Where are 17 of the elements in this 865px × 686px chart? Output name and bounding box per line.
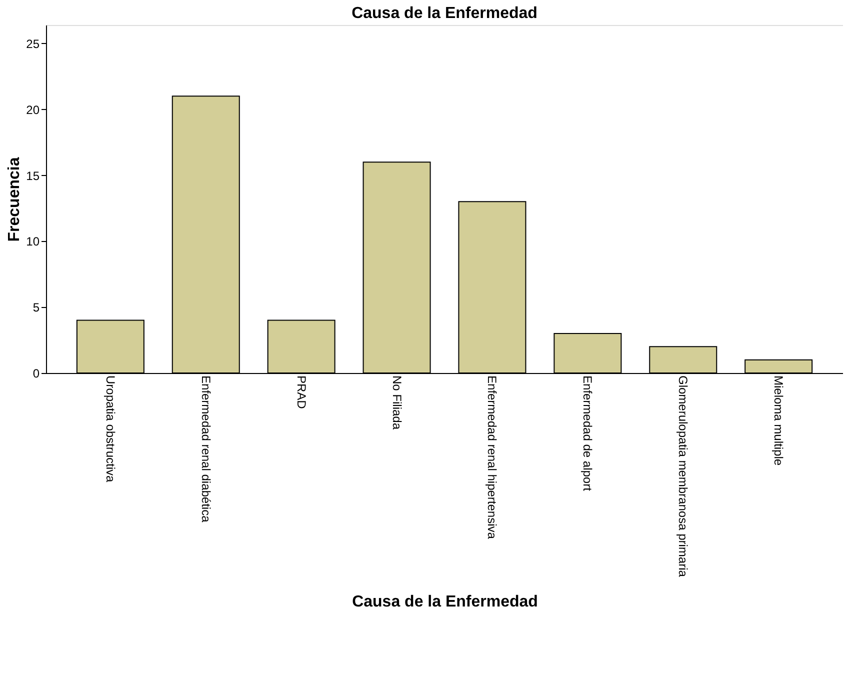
y-tick-label: 10 <box>26 234 40 249</box>
y-tick-label: 0 <box>32 366 40 380</box>
x-axis-title: Causa de la Enfermedad <box>352 594 538 610</box>
x-tick-label: Uropatia obstructiva <box>103 376 118 483</box>
x-tick-label: PRAD <box>294 376 308 410</box>
y-axis-title: Frecuencia <box>6 157 24 242</box>
chart-title: Causa de la Enfermedad <box>352 5 538 22</box>
y-tick-label: 5 <box>32 300 40 315</box>
x-tick-label: Mieloma multiple <box>772 376 786 466</box>
x-tick-label: Glomerulopatia membranosa primaria <box>676 376 690 578</box>
x-tick-label: Enfermedad renal hipertensiva <box>485 376 500 540</box>
y-tick-label: 15 <box>26 168 40 183</box>
x-tick-label: No Filiada <box>390 376 404 430</box>
x-tick-label: Enfermedad renal diabética <box>198 376 213 523</box>
y-tick-label: 25 <box>26 36 40 51</box>
x-tick-label: Enfermedad de alport <box>580 376 595 492</box>
y-tick-label: 20 <box>26 102 40 117</box>
